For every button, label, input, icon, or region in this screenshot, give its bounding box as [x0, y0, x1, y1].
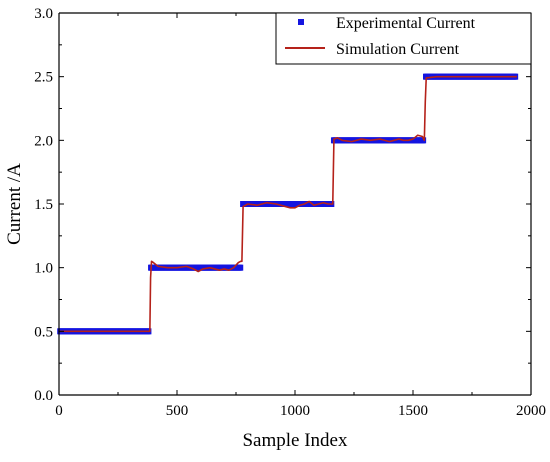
x-tick-label: 2000	[516, 403, 546, 419]
experimental-point	[239, 264, 244, 271]
x-tick-label: 0	[55, 403, 63, 419]
legend-label-simulation: Simulation Current	[336, 41, 460, 58]
y-tick-label: 1.0	[34, 261, 53, 277]
x-axis-title: Sample Index	[242, 430, 348, 451]
legend-box	[275, 12, 532, 65]
y-tick-label: 3.0	[34, 6, 53, 22]
legend-label-experimental: Experimental Current	[336, 15, 476, 32]
y-tick-label: 2.5	[34, 70, 53, 86]
x-tick-label: 1000	[280, 403, 310, 419]
y-tick-label: 1.5	[34, 197, 53, 213]
data-layer	[57, 73, 519, 335]
x-tick-label: 500	[166, 403, 189, 419]
legend: Experimental Current Simulation Current	[275, 12, 532, 65]
legend-marker-experimental	[298, 19, 304, 25]
y-tick-label: 0.0	[34, 388, 53, 404]
simulation-line	[59, 75, 517, 333]
x-tick-label: 1500	[398, 403, 428, 419]
y-tick-label: 0.5	[34, 324, 53, 340]
y-tick-label: 2.0	[34, 133, 53, 149]
y-axis-title: Current /A	[4, 163, 25, 245]
